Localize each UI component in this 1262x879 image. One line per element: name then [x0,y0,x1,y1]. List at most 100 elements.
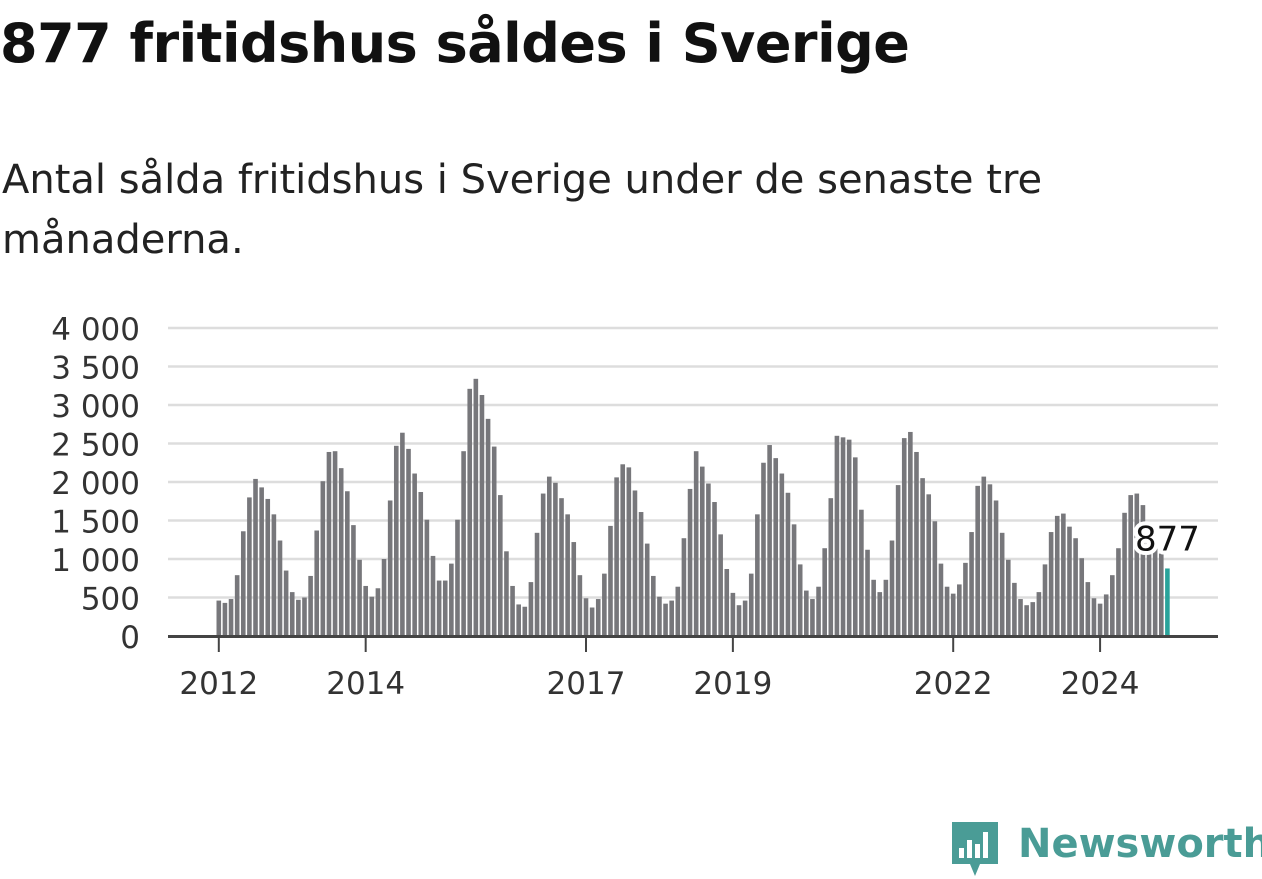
bar [571,542,577,636]
y-tick-label: 3 500 [51,351,140,387]
bar [626,467,632,636]
bar [1042,564,1048,636]
bar [345,491,350,636]
bar [632,490,638,636]
bar [553,482,558,636]
bar [326,451,332,636]
x-tick-label: 2012 [179,666,258,702]
bar [516,604,521,636]
x-tick-label: 2014 [326,666,405,702]
bar [651,575,656,636]
bar [283,570,289,636]
bar [491,446,497,636]
bar [1122,512,1127,636]
bar [577,575,583,636]
bar [546,476,552,636]
bar [332,451,338,636]
bar [387,500,393,636]
bar [981,476,987,636]
bar [1152,542,1158,636]
bar [1079,558,1085,636]
bar [479,394,485,636]
bar [363,585,368,636]
bar [1024,605,1029,636]
bar [240,531,246,636]
bar [938,563,944,636]
bar [314,530,320,636]
bar [865,549,870,636]
bar [400,432,405,636]
bar [1036,592,1042,636]
bar [589,607,595,636]
bar [883,579,889,636]
bar [351,525,356,636]
bar [320,481,326,636]
bar [296,599,301,636]
bar [259,487,264,636]
bar [999,532,1005,636]
bar [810,599,815,636]
bar [1116,548,1121,636]
bar [277,540,283,636]
bar [1110,575,1115,636]
bar [418,492,424,636]
bar [773,458,779,636]
bar [467,388,473,636]
bar [693,451,699,636]
bar [944,586,950,636]
bar [1048,532,1054,636]
bar [375,588,381,636]
bar [216,600,222,636]
bar [699,466,705,636]
bar [498,495,503,636]
bar [663,603,668,636]
bar [1073,538,1078,636]
bar [742,600,748,636]
bar [889,540,895,636]
bar [1140,505,1146,636]
bar [1103,594,1109,636]
bar [228,599,234,636]
bar [852,457,858,636]
bar [748,573,754,636]
bar [816,586,821,636]
bar [271,514,277,636]
bar [791,524,797,636]
y-tick-label: 4 000 [51,312,140,348]
bar [712,502,717,636]
bar [289,592,295,636]
bar [522,606,528,636]
bar [755,514,760,636]
bar [797,564,803,636]
brand-logo: Newsworthy [950,818,1262,879]
bar [669,600,674,636]
bar [559,498,564,636]
bar [834,435,840,636]
bar [840,437,846,636]
bar [430,555,436,636]
bar [473,378,479,636]
bar [767,445,772,636]
bar [442,580,448,636]
bar [1091,598,1097,636]
bar [779,473,785,636]
bar [1061,513,1066,636]
bar [1158,553,1164,636]
y-tick-label: 2 000 [51,466,140,502]
bar [932,521,938,636]
bar [859,509,864,636]
bar [369,596,375,636]
bar [449,563,454,636]
bar [920,478,925,636]
bar [638,512,644,636]
bar [534,532,540,636]
bar [583,598,589,636]
bar [485,418,491,636]
bar [338,468,344,636]
bar [871,579,876,636]
bar [1067,526,1072,636]
bar [302,597,307,636]
bars [216,378,1170,636]
